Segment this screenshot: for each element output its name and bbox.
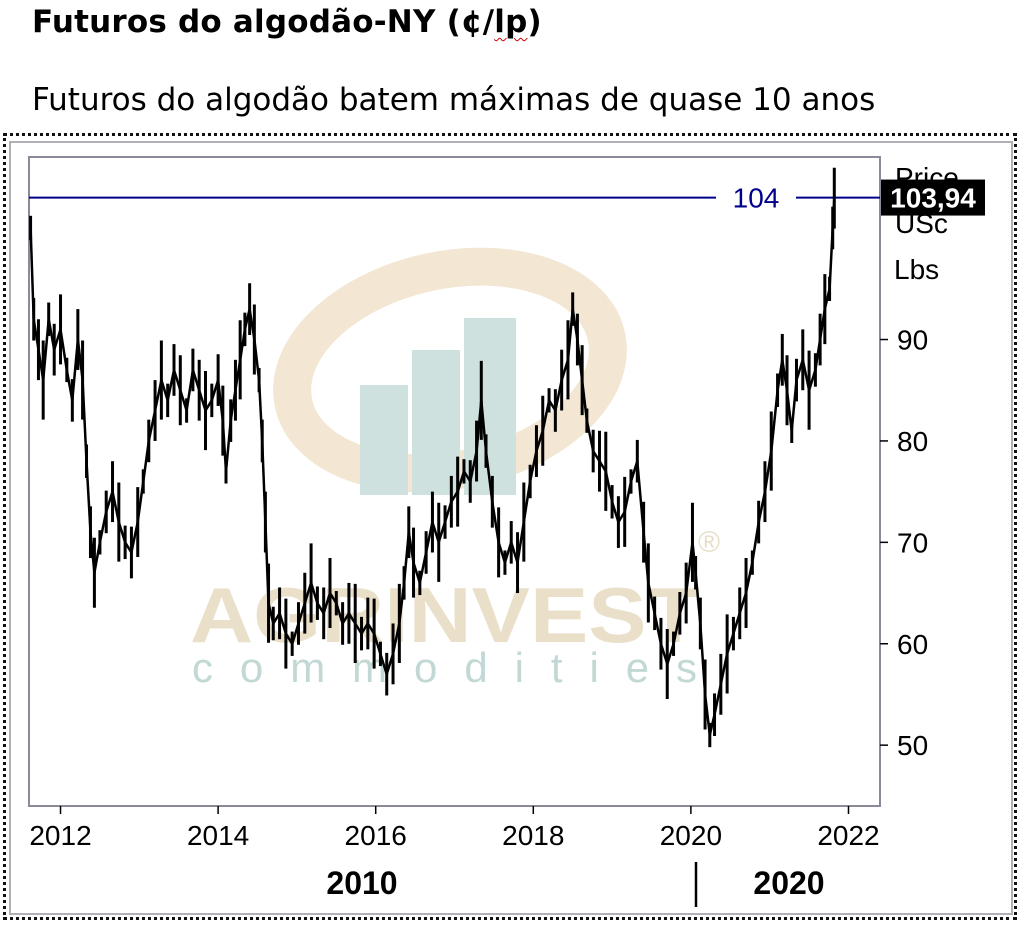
x-tick-label: 2016 — [345, 820, 407, 851]
chart-title: Futuros do algodão-NY (¢/lp) — [32, 4, 542, 40]
decade-label: 2010 — [326, 865, 397, 901]
reference-line-label: 104 — [733, 183, 780, 214]
chart-subtitle: Futuros do algodão batem máximas de quas… — [32, 82, 876, 118]
spellcheck-underlined-unit: lp — [494, 4, 528, 40]
last-value-label: 103,94 — [890, 183, 976, 214]
chart-outer-frame — [3, 133, 1017, 920]
chart-inner-frame — [9, 141, 1013, 915]
y-tick-label: 60 — [897, 629, 928, 660]
y-tick-label: 50 — [897, 730, 928, 761]
x-tick-label: 2014 — [187, 820, 249, 851]
x-tick-label: 2022 — [817, 820, 879, 851]
x-tick-label: 2018 — [502, 820, 564, 851]
price-series-line — [29, 198, 836, 737]
last-value-badge — [881, 179, 985, 216]
y-tick-label: 70 — [897, 527, 928, 558]
plot-area — [28, 156, 881, 807]
y-tick-label: 80 — [897, 426, 928, 457]
y-tick-label: 90 — [897, 325, 928, 356]
decade-label: 2020 — [753, 865, 824, 901]
x-tick-label: 2012 — [29, 820, 91, 851]
x-tick-label: 2020 — [660, 820, 722, 851]
axis-title-unit: Lbs — [894, 254, 939, 285]
